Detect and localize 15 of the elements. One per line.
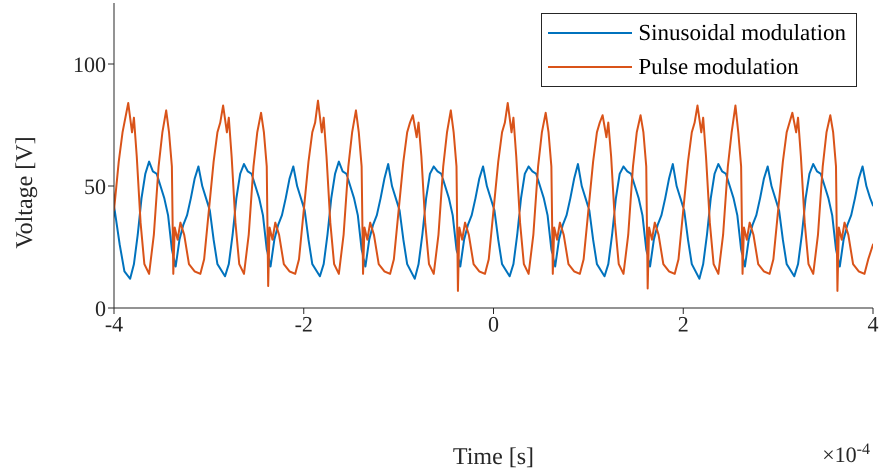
legend-label: Sinusoidal modulation bbox=[638, 20, 846, 46]
y-axis-title: Voltage [V] bbox=[12, 136, 38, 249]
line-series bbox=[114, 100, 873, 292]
y-tick-label: 50 bbox=[84, 174, 106, 199]
line-series bbox=[114, 160, 873, 280]
x-tick-label: -2 bbox=[294, 312, 313, 337]
y-tick-label: 0 bbox=[95, 296, 106, 321]
x-tick-label: -4 bbox=[104, 312, 124, 337]
x-axis-title: Time [s] bbox=[452, 444, 534, 470]
legend-label: Pulse modulation bbox=[638, 54, 799, 80]
x-tick-label: 4 bbox=[868, 312, 878, 337]
y-tick-label: 100 bbox=[73, 52, 106, 77]
x-tick-label: 0 bbox=[488, 312, 499, 337]
x-tick-label: 2 bbox=[678, 312, 689, 337]
text: ×10$^{-4}$ bbox=[822, 440, 870, 467]
